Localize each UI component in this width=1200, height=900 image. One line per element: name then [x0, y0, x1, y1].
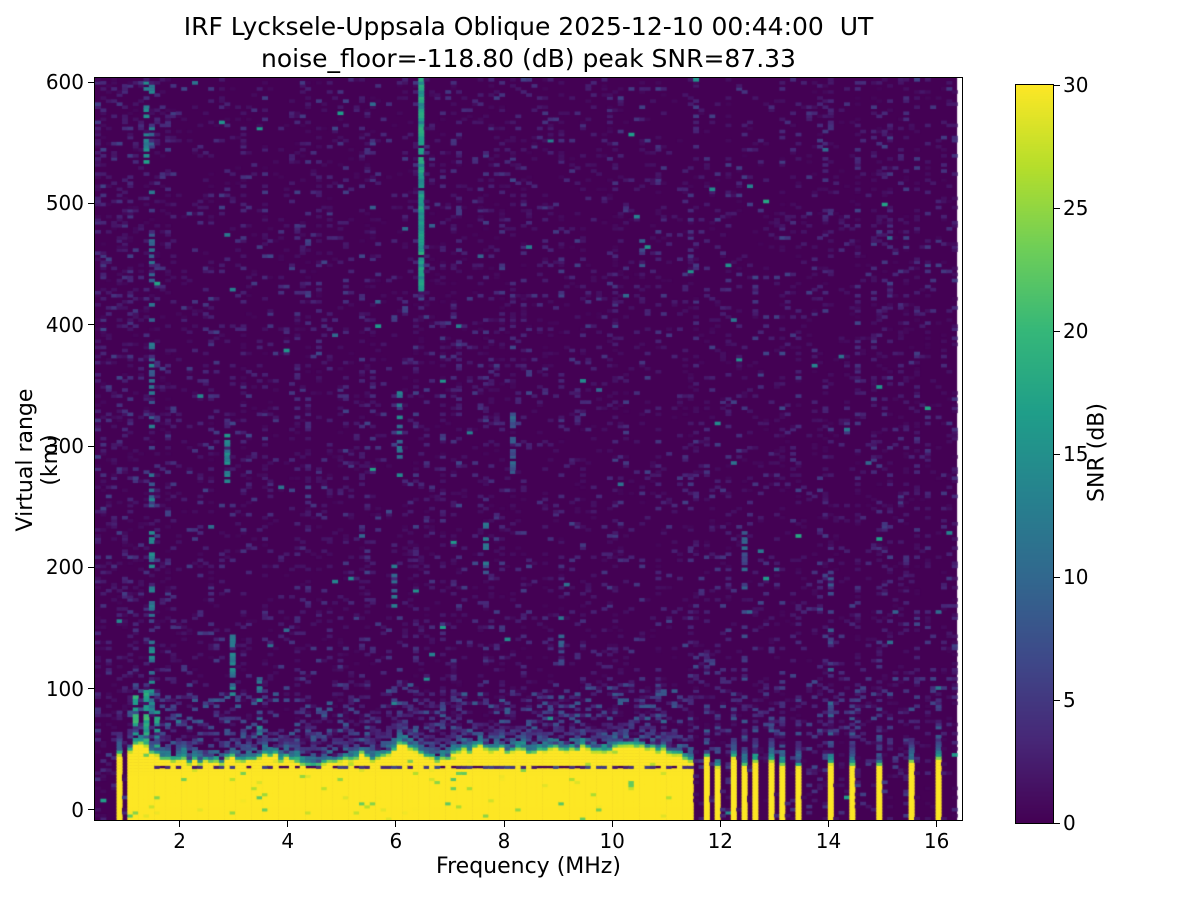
colorbar-tick-mark — [1054, 453, 1060, 455]
x-tick-mark — [719, 820, 721, 827]
colorbar-tick-label: 0 — [1063, 811, 1076, 835]
x-tick-label: 16 — [923, 829, 950, 853]
y-tick-label: 0 — [71, 797, 84, 822]
colorbar-tick-label: 20 — [1063, 319, 1089, 343]
x-tick-label: 4 — [281, 829, 295, 853]
colorbar-tick-mark — [1054, 576, 1060, 578]
x-tick-mark — [827, 820, 829, 827]
x-axis-label: Frequency (MHz) — [436, 854, 621, 879]
x-tick-label: 2 — [173, 829, 187, 853]
colorbar-tick-mark — [1054, 822, 1060, 824]
y-tick-mark — [88, 566, 95, 568]
colorbar-tick-label: 5 — [1063, 688, 1076, 712]
x-tick-label: 14 — [815, 829, 842, 853]
y-tick-label: 300 — [45, 434, 84, 459]
colorbar-tick-mark — [1054, 699, 1060, 701]
chart-title: IRF Lycksele-Uppsala Oblique 2025-12-10 … — [183, 12, 874, 41]
y-tick-mark — [88, 324, 95, 326]
x-tick-label: 10 — [599, 829, 625, 853]
x-tick-mark — [287, 820, 289, 827]
ionogram-heatmap — [95, 78, 962, 820]
colorbar-gradient — [1016, 85, 1053, 823]
x-tick-label: 12 — [707, 829, 734, 853]
y-tick-mark — [88, 809, 95, 811]
x-tick-label: 6 — [389, 829, 403, 853]
x-tick-label: 8 — [497, 829, 511, 853]
y-tick-mark — [88, 81, 95, 83]
colorbar-tick-label: 10 — [1063, 565, 1089, 589]
y-axis-label: Virtual range (km) — [13, 388, 63, 532]
colorbar-tick-mark — [1054, 330, 1060, 332]
colorbar-tick-label: 15 — [1063, 442, 1089, 466]
colorbar-tick-mark — [1054, 207, 1060, 209]
colorbar-tick-mark — [1054, 84, 1060, 86]
chart-subtitle: noise_floor=-118.80 (dB) peak SNR=87.33 — [261, 44, 796, 73]
y-tick-label: 600 — [45, 70, 84, 95]
colorbar-tick-label: 25 — [1063, 196, 1089, 220]
y-tick-label: 100 — [45, 676, 84, 701]
x-tick-mark — [936, 820, 938, 827]
y-tick-mark — [88, 202, 95, 204]
colorbar-tick-label: 30 — [1063, 73, 1089, 97]
y-tick-mark — [88, 445, 95, 447]
y-tick-label: 400 — [45, 312, 84, 337]
x-tick-mark — [179, 820, 181, 827]
x-tick-mark — [395, 820, 397, 827]
y-tick-mark — [88, 688, 95, 690]
y-tick-label: 500 — [45, 191, 84, 216]
x-tick-mark — [503, 820, 505, 827]
x-tick-mark — [611, 820, 613, 827]
y-tick-label: 200 — [45, 555, 84, 580]
